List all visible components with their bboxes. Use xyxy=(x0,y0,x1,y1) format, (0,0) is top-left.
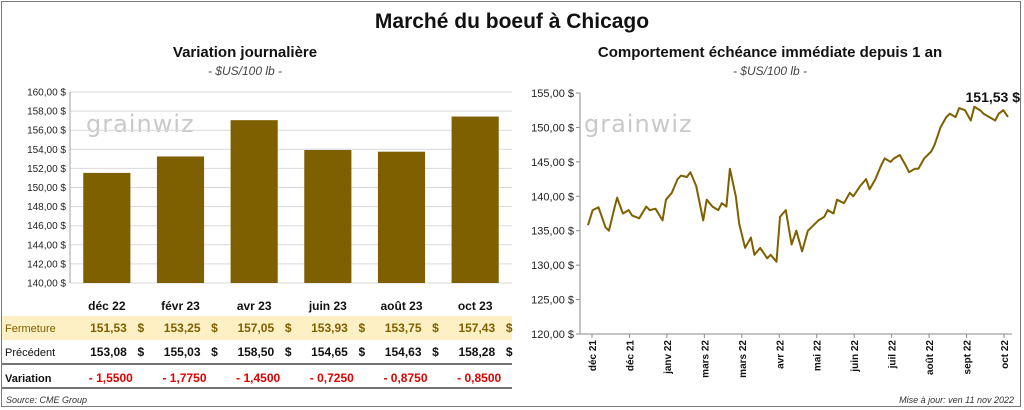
y-tick-label: 148,00 $ xyxy=(27,202,66,213)
table-cell: - 0,7250 xyxy=(310,371,354,385)
bar xyxy=(156,156,205,283)
x-tick-label: déc 21 xyxy=(588,340,599,372)
price-line xyxy=(587,105,1009,263)
y-tick-label: 160,00 $ xyxy=(27,88,66,99)
table-cell-unit: $ xyxy=(358,345,365,359)
y-tick-label: 130,00 $ xyxy=(531,260,574,272)
bar xyxy=(230,120,278,283)
y-tick-label: 150,00 $ xyxy=(27,183,66,194)
table-cell: 153,25 xyxy=(164,321,201,335)
table-cell-unit: $ xyxy=(285,345,292,359)
table-cell: 153,75 xyxy=(385,321,422,335)
x-tick-label: oct 22 xyxy=(1000,340,1011,369)
table-row-label: Fermeture xyxy=(5,323,56,335)
table-cell: 158,50 xyxy=(237,345,274,359)
table-cell-unit: $ xyxy=(137,321,144,335)
y-tick-label: 140,00 $ xyxy=(531,191,574,203)
table-cell-unit: $ xyxy=(211,321,218,335)
x-tick-label: juin 22 xyxy=(850,340,861,373)
y-tick-label: 155,00 $ xyxy=(531,88,574,100)
bar-chart-unit: - $US/100 lb - xyxy=(207,64,283,78)
table-cell: 153,08 xyxy=(90,345,127,359)
bar xyxy=(83,172,131,283)
table-cell: 155,03 xyxy=(164,345,201,359)
bar xyxy=(451,116,499,283)
last-value-label: 151,53 $ xyxy=(966,89,1021,105)
table-cell-unit: $ xyxy=(432,345,439,359)
table-cell-unit: $ xyxy=(506,345,513,359)
y-tick-label: 125,00 $ xyxy=(531,295,574,307)
y-tick-label: 156,00 $ xyxy=(27,126,66,137)
x-tick-label: avr 23 xyxy=(237,299,272,313)
bar xyxy=(377,151,426,283)
table-cell: 158,28 xyxy=(458,345,495,359)
table-cell: 153,93 xyxy=(311,321,348,335)
x-tick-label: août 23 xyxy=(380,299,422,313)
table-cell: - 1,7750 xyxy=(162,371,206,385)
table-cell: 157,43 xyxy=(458,321,495,335)
y-tick-label: 140,00 $ xyxy=(27,279,66,290)
y-tick-label: 150,00 $ xyxy=(531,122,574,134)
x-tick-label: févr 23 xyxy=(161,299,200,313)
table-cell: 154,65 xyxy=(311,345,348,359)
x-tick-label: sept 22 xyxy=(963,340,974,375)
x-tick-label: janv 22 xyxy=(663,340,674,375)
x-tick-label: déc 22 xyxy=(88,299,126,313)
table-cell: 154,63 xyxy=(385,345,422,359)
line-chart-unit: - $US/100 lb - xyxy=(732,64,808,78)
table-cell: - 1,4500 xyxy=(236,371,280,385)
table-cell-unit: $ xyxy=(506,321,513,335)
page-title: Marché du boeuf à Chicago xyxy=(374,10,650,33)
table-cell: 151,53 xyxy=(90,321,127,335)
source-note: Source: CME Group xyxy=(6,395,88,405)
x-tick-label: mars 22 xyxy=(700,340,711,378)
table-cell: - 0,8500 xyxy=(457,371,501,385)
x-tick-label: déc 21 xyxy=(625,340,636,372)
table-row-label: Variation xyxy=(5,373,52,385)
table-cell: 157,05 xyxy=(237,321,274,335)
x-tick-label: mai 22 xyxy=(813,340,824,372)
y-tick-label: 144,00 $ xyxy=(27,240,66,251)
y-tick-label: 142,00 $ xyxy=(27,259,66,270)
table-cell-unit: $ xyxy=(137,345,144,359)
table-cell-unit: $ xyxy=(211,345,218,359)
x-tick-label: août 22 xyxy=(925,340,936,375)
x-tick-label: juil 22 xyxy=(888,340,899,370)
table-cell: - 0,8750 xyxy=(383,371,427,385)
watermark-logo: grainwiz xyxy=(584,110,693,138)
y-tick-label: 154,00 $ xyxy=(27,145,66,156)
table-row-highlight xyxy=(2,316,512,340)
line-chart-title: Comportement échéance immédiate depuis 1… xyxy=(597,44,943,61)
watermark-logo: grainwiz xyxy=(86,110,195,138)
y-tick-label: 146,00 $ xyxy=(27,221,66,232)
table-cell-unit: $ xyxy=(285,321,292,335)
y-tick-label: 145,00 $ xyxy=(531,157,574,169)
bar-chart-title: Variation journalière xyxy=(172,44,318,61)
x-tick-label: avr 22 xyxy=(775,340,786,369)
y-tick-label: 135,00 $ xyxy=(531,226,574,238)
x-tick-label: mars 22 xyxy=(738,340,749,378)
bar xyxy=(304,149,352,283)
table-cell-unit: $ xyxy=(432,321,439,335)
y-tick-label: 120,00 $ xyxy=(531,329,574,341)
x-tick-label: juin 23 xyxy=(308,299,347,313)
y-tick-label: 152,00 $ xyxy=(27,164,66,175)
y-tick-label: 158,00 $ xyxy=(27,107,66,118)
update-note: Mise à jour: ven 11 nov 2022 xyxy=(899,395,1014,405)
table-row-label: Précédent xyxy=(5,347,55,359)
table-cell-unit: $ xyxy=(358,321,365,335)
x-tick-label: oct 23 xyxy=(458,299,493,313)
table-cell: - 1,5500 xyxy=(89,371,133,385)
